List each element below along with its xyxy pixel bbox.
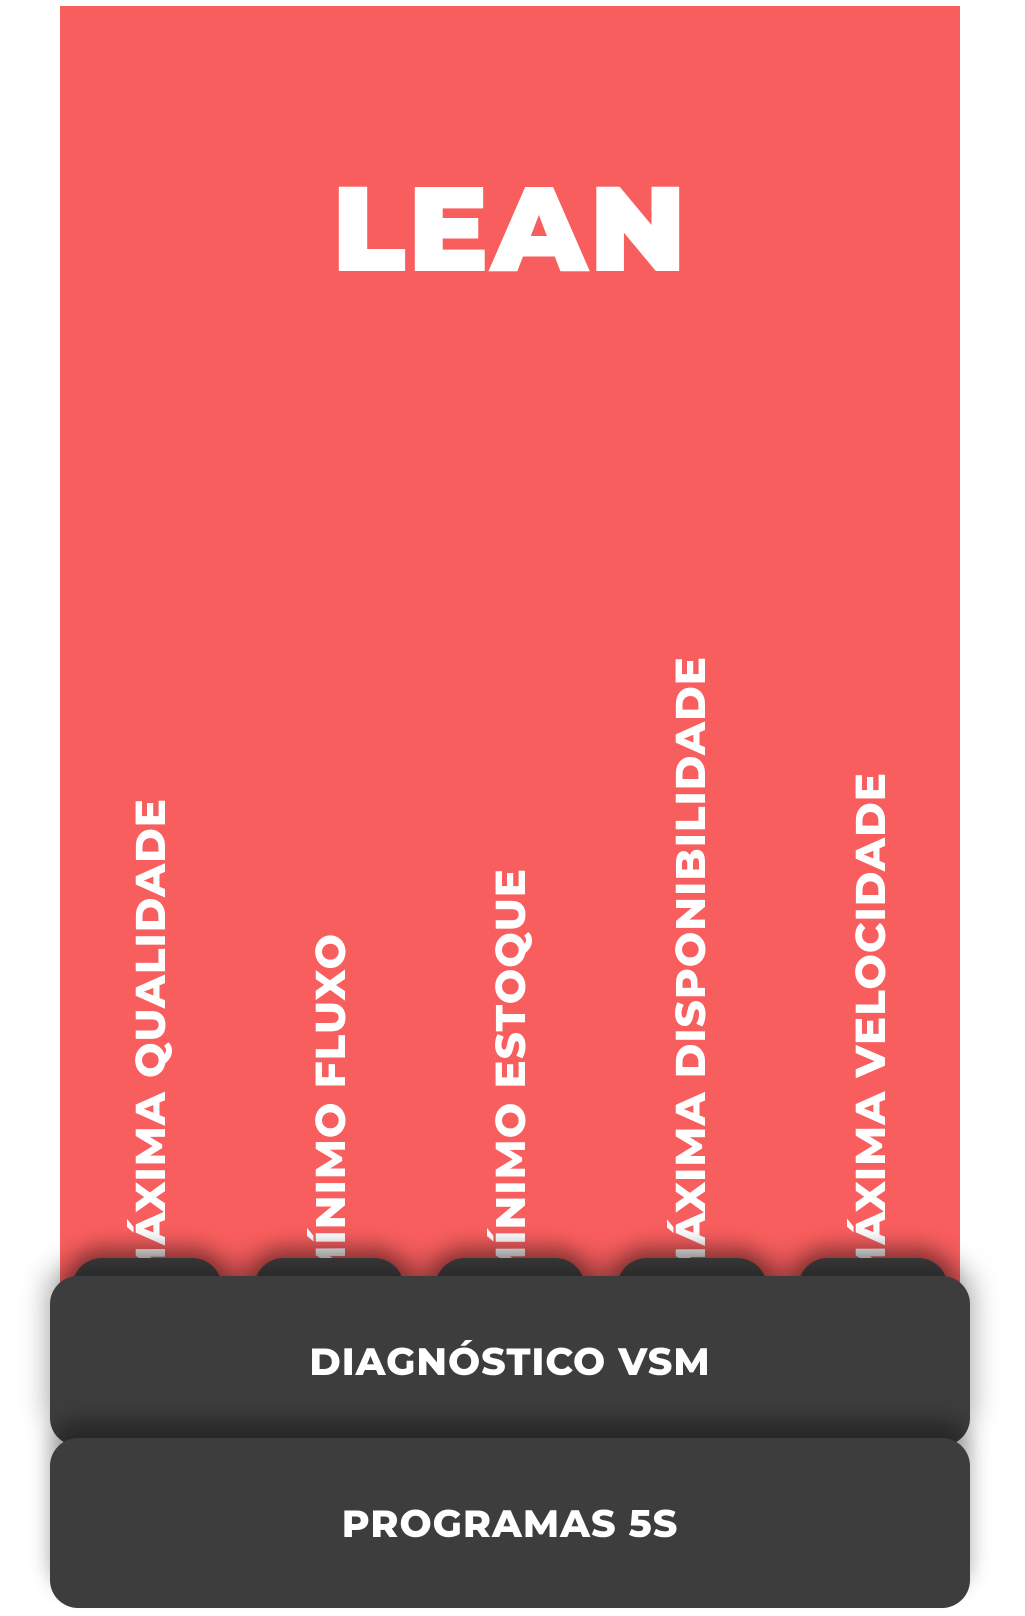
- diagnostic-vsm-block: DIAGNÓSTICO VSM: [50, 1276, 970, 1446]
- pillar-label: MÍNIMO ESTOQUE: [484, 868, 536, 1286]
- pillar-label: MÁXIMA QUALIDADE: [124, 798, 176, 1286]
- pillar-label: MÁXIMA VELOCIDADE: [844, 772, 896, 1286]
- pillar: MÁXIMA DISPONIBILIDADE: [610, 486, 770, 1286]
- lean-house-diagram: LEAN MÁXIMA QUALIDADE MÍNIMO FLUXO MÍNIM…: [60, 6, 960, 1608]
- pillar: MÁXIMA QUALIDADE: [70, 486, 230, 1286]
- pillar-label: MÍNIMO FLUXO: [304, 933, 356, 1286]
- pillar: MÁXIMA VELOCIDADE: [790, 486, 950, 1286]
- lean-title: LEAN: [60, 156, 960, 302]
- programas-5s-label: PROGRAMAS 5S: [342, 1500, 679, 1547]
- programas-5s-block: PROGRAMAS 5S: [50, 1438, 970, 1608]
- lean-pillars: MÁXIMA QUALIDADE MÍNIMO FLUXO MÍNIMO EST…: [60, 486, 960, 1286]
- pillar: MÍNIMO FLUXO: [250, 486, 410, 1286]
- pillar-label: MÁXIMA DISPONIBILIDADE: [664, 656, 716, 1286]
- diagnostic-vsm-label: DIAGNÓSTICO VSM: [309, 1338, 710, 1385]
- pillar: MÍNIMO ESTOQUE: [430, 486, 590, 1286]
